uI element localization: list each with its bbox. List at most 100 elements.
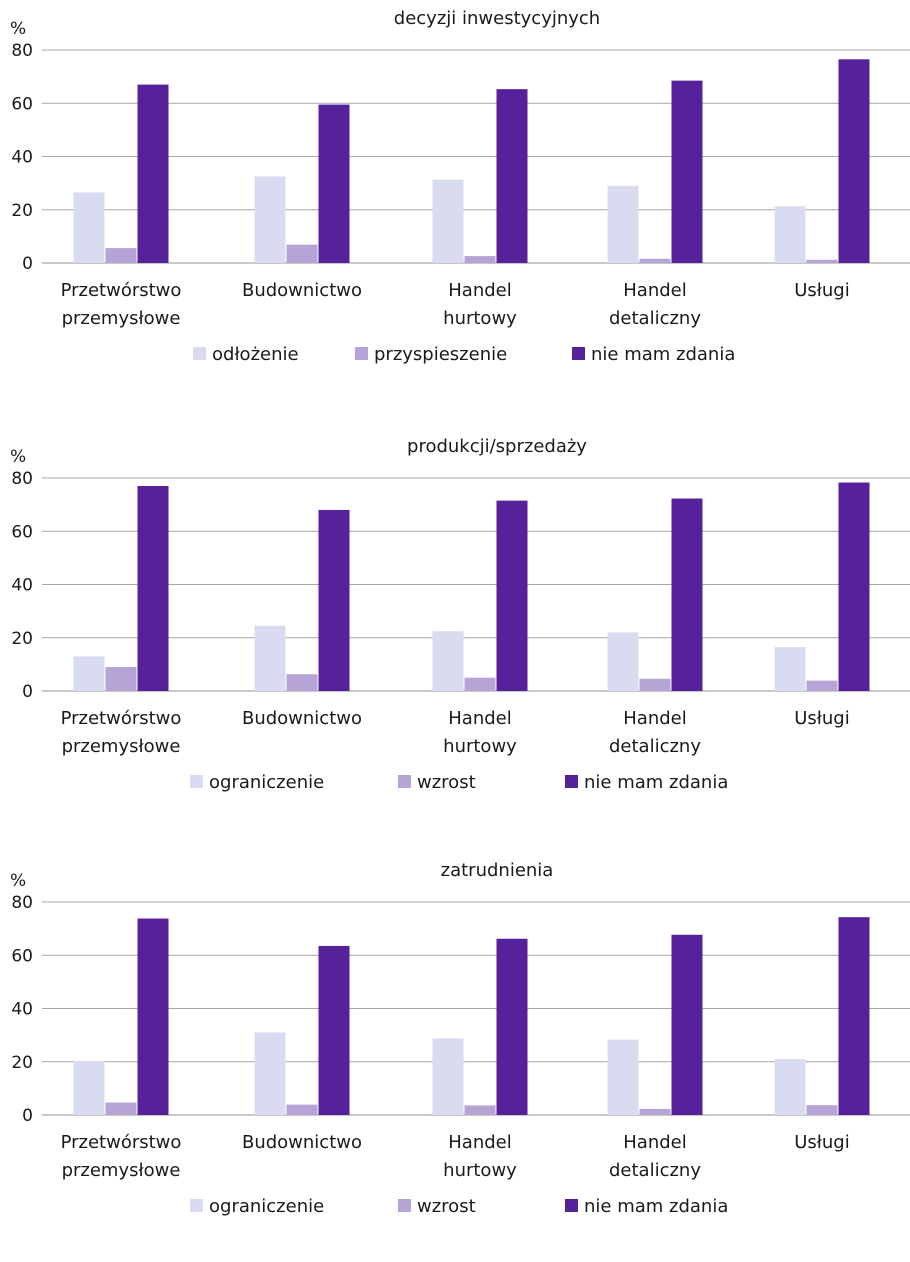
bar-wzrost-1 [105, 1102, 137, 1115]
y-tick-label: 60 [11, 946, 33, 966]
category-label: Budownictwo [242, 1132, 362, 1153]
y-tick-label: 40 [11, 576, 33, 596]
bar-wzrost-3 [464, 677, 496, 691]
bar-wzrost-4 [639, 678, 671, 691]
bar-odłożenie-1 [73, 192, 105, 263]
bar-nie-mam-zdania-4 [671, 80, 703, 264]
y-tick-label: 20 [11, 629, 33, 649]
category-label: hurtowy [443, 736, 517, 757]
y-tick-label: 40 [11, 1000, 33, 1020]
category-label: detaliczny [609, 1160, 701, 1181]
category-label: Handel [448, 280, 511, 301]
bar-nie-mam-zdania-1 [137, 485, 169, 691]
legend-swatch [565, 775, 578, 788]
legend-label: wzrost [417, 1196, 476, 1217]
legend-swatch [190, 1199, 203, 1212]
bar-wzrost-5 [806, 1105, 838, 1115]
y-tick-label: 0 [22, 682, 33, 702]
bar-wzrost-2 [286, 1104, 318, 1115]
y-tick-label: 20 [11, 1053, 33, 1073]
bar-nie-mam-zdania-4 [671, 934, 703, 1115]
bar-ograniczenie-2 [254, 1032, 286, 1115]
bar-nie-mam-zdania-1 [137, 84, 169, 263]
bar-nie-mam-zdania-2 [318, 104, 350, 263]
legend-label: przyspieszenie [374, 344, 507, 365]
bar-przyspieszenie-3 [464, 256, 496, 263]
legend-swatch [190, 775, 203, 788]
category-label: przemysłowe [62, 736, 181, 757]
category-label: detaliczny [609, 736, 701, 757]
category-label: Przetwórstwo [61, 1132, 182, 1153]
y-axis-label: % [10, 19, 26, 39]
category-label: Usługi [794, 708, 850, 729]
bar-odłożenie-4 [607, 185, 639, 263]
bar-odłożenie-2 [254, 176, 286, 263]
bar-nie-mam-zdania-2 [318, 945, 350, 1115]
y-tick-label: 0 [22, 254, 33, 274]
bar-nie-mam-zdania-5 [838, 482, 870, 691]
legend-label: nie mam zdania [584, 772, 728, 793]
y-tick-label: 60 [11, 94, 33, 114]
bar-ograniczenie-4 [607, 1039, 639, 1115]
y-tick-label: 80 [11, 41, 33, 61]
bar-ograniczenie-3 [432, 1038, 464, 1115]
legend-swatch [565, 1199, 578, 1212]
bar-wzrost-4 [639, 1108, 671, 1115]
bar-nie-mam-zdania-1 [137, 918, 169, 1115]
bar-ograniczenie-2 [254, 625, 286, 691]
bar-ograniczenie-3 [432, 631, 464, 691]
y-tick-label: 0 [22, 1106, 33, 1126]
bar-przyspieszenie-4 [639, 258, 671, 263]
category-label: Usługi [794, 1132, 850, 1153]
bar-nie-mam-zdania-4 [671, 498, 703, 691]
legend-swatch [572, 347, 585, 360]
bar-ograniczenie-5 [774, 1059, 806, 1115]
legend-label: odłożenie [212, 344, 299, 365]
category-label: Budownictwo [242, 708, 362, 729]
charts-container: decyzji inwestycyjnych% 0 20 40 60 80 Przetwór… [10, 8, 910, 1217]
legend-label: ograniczenie [209, 772, 324, 793]
chart-title: zatrudnienia [441, 860, 554, 881]
bar-chart-3: zatrudnienia% 0 20 40 60 80 Przetwórstwo przemy… [10, 860, 910, 1217]
chart-title: decyzji inwestycyjnych [394, 8, 600, 29]
bar-nie-mam-zdania-5 [838, 59, 870, 263]
y-tick-label: 60 [11, 522, 33, 542]
bar-wzrost-1 [105, 667, 137, 691]
category-label: Handel [623, 1132, 686, 1153]
category-label: Handel [623, 708, 686, 729]
category-label: Usługi [794, 280, 850, 301]
legend-label: wzrost [417, 772, 476, 793]
category-label: Przetwórstwo [61, 708, 182, 729]
category-label: hurtowy [443, 308, 517, 329]
category-label: przemysłowe [62, 1160, 181, 1181]
bar-nie-mam-zdania-3 [496, 89, 528, 263]
bar-chart-1: decyzji inwestycyjnych% 0 20 40 60 80 Przetwór… [10, 8, 910, 365]
y-axis-label: % [10, 447, 26, 467]
y-axis-label: % [10, 871, 26, 891]
bar-ograniczenie-1 [73, 1060, 105, 1115]
legend-label: ograniczenie [209, 1196, 324, 1217]
bar-nie-mam-zdania-5 [838, 917, 870, 1115]
y-tick-label: 40 [11, 148, 33, 168]
y-tick-label: 80 [11, 469, 33, 489]
bar-przyspieszenie-5 [806, 259, 838, 263]
y-tick-label: 20 [11, 201, 33, 221]
category-label: detaliczny [609, 308, 701, 329]
bar-chart-2: produkcji/sprzedaży% 0 20 40 60 80 Przetwórstw… [10, 436, 910, 793]
legend-swatch [398, 1199, 411, 1212]
legend-label: nie mam zdania [584, 1196, 728, 1217]
chart-title: produkcji/sprzedaży [407, 436, 587, 457]
legend-swatch [398, 775, 411, 788]
bar-ograniczenie-5 [774, 647, 806, 691]
legend-swatch [193, 347, 206, 360]
category-label: hurtowy [443, 1160, 517, 1181]
bar-odłożenie-5 [774, 206, 806, 263]
category-label: przemysłowe [62, 308, 181, 329]
legend-label: nie mam zdania [591, 344, 735, 365]
category-label: Handel [448, 708, 511, 729]
y-tick-label: 80 [11, 893, 33, 913]
bar-przyspieszenie-1 [105, 248, 137, 263]
bar-wzrost-2 [286, 674, 318, 691]
category-label: Handel [448, 1132, 511, 1153]
bar-nie-mam-zdania-3 [496, 500, 528, 691]
